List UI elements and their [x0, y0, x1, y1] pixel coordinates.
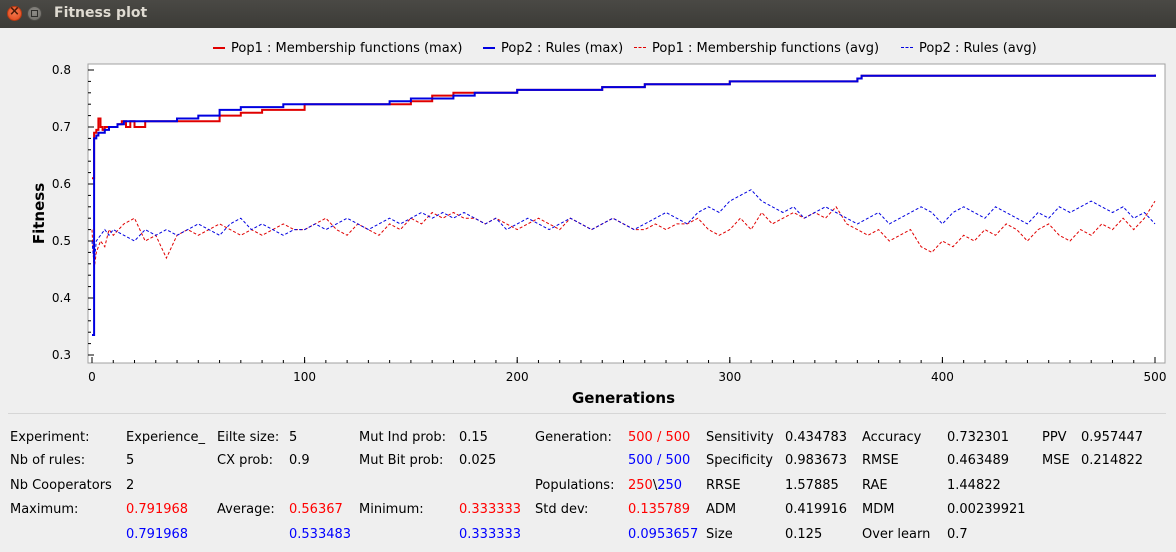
- mdm-label: MDM: [862, 502, 895, 517]
- legend-label-pop2-max: Pop2 : Rules (max): [501, 41, 624, 56]
- rae-label: RAE: [862, 478, 888, 493]
- close-window-button[interactable]: [7, 4, 22, 21]
- specificity-label: Specificity: [706, 453, 773, 468]
- legend-label-pop1-max: Pop1 : Membership functions (max): [231, 41, 463, 56]
- legend-item-pop2-avg: Pop2 : Rules (avg): [901, 41, 1037, 56]
- minimum-label: Minimum:: [359, 502, 424, 517]
- cx-prob-label: CX prob:: [217, 453, 274, 468]
- std-dev-pop2-value: 0.0953657: [628, 527, 699, 542]
- average-pop2-value: 0.533483: [289, 527, 352, 542]
- legend-item-pop1-max: Pop1 : Membership functions (max): [213, 41, 462, 56]
- legend-swatch-pop1-avg: [634, 47, 646, 48]
- plot-area: [87, 63, 1166, 364]
- maximize-window-button[interactable]: [27, 6, 42, 21]
- ppv-value: 0.957447: [1081, 430, 1144, 445]
- y-axis-label: Fitness: [30, 183, 48, 244]
- adm-value: 0.419916: [785, 502, 848, 517]
- maximum-pop2-value: 0.791968: [126, 527, 189, 542]
- nb-cooperators-label: Nb Cooperators: [10, 478, 112, 493]
- legend-label-pop2-avg: Pop2 : Rules (avg): [919, 41, 1037, 56]
- x-tick-label: 300: [718, 370, 741, 384]
- std-dev-label: Std dev:: [535, 502, 589, 517]
- mut-bit-prob-value: 0.025: [459, 453, 497, 468]
- y-tick-label: 0.4: [52, 291, 71, 305]
- legend-swatch-pop1-max: [213, 46, 225, 49]
- maximum-label: Maximum:: [10, 502, 79, 517]
- average-label: Average:: [217, 502, 275, 517]
- accuracy-value: 0.732301: [947, 430, 1010, 445]
- nb-cooperators-value: 2: [126, 478, 135, 493]
- specificity-value: 0.983673: [785, 453, 848, 468]
- sensitivity-label: Sensitivity: [706, 430, 774, 445]
- x-tick-label: 400: [931, 370, 954, 384]
- divider: [8, 413, 1166, 414]
- ppv-label: PPV: [1042, 430, 1067, 445]
- mut-bit-prob-label: Mut Bit prob:: [359, 453, 444, 468]
- elite-size-value: 5: [289, 430, 298, 445]
- mdm-value: 0.00239921: [947, 502, 1026, 517]
- adm-label: ADM: [706, 502, 737, 517]
- generation-pop2-value: 500 / 500: [628, 453, 691, 468]
- sensitivity-value: 0.434783: [785, 430, 848, 445]
- populations-label: Populations:: [535, 478, 615, 493]
- experiment-value: Experience_: [126, 430, 205, 445]
- populations-value: 250\250: [628, 478, 682, 493]
- generation-pop1-value: 500 / 500: [628, 430, 691, 445]
- series-line-1: [92, 74, 1156, 336]
- populations-separator: \: [652, 478, 658, 493]
- mut-ind-prob-label: Mut Ind prob:: [359, 430, 447, 445]
- y-tick-label: 0.5: [52, 234, 71, 248]
- legend-item-pop1-avg: Pop1 : Membership functions (avg): [634, 41, 879, 56]
- average-pop1-value: 0.56367: [289, 502, 343, 517]
- x-tick-label: 200: [506, 370, 529, 384]
- mse-value: 0.214822: [1081, 453, 1144, 468]
- series-line-3: [91, 189, 1156, 264]
- rmse-value: 0.463489: [947, 453, 1010, 468]
- minimum-pop1-value: 0.333333: [459, 502, 522, 517]
- elite-size-label: Eilte size:: [217, 430, 280, 445]
- y-tick-label: 0.6: [52, 177, 71, 191]
- y-tick-label: 0.3: [52, 348, 71, 362]
- legend-item-pop2-max: Pop2 : Rules (max): [483, 41, 623, 56]
- over-learn-value: 0.7: [947, 527, 968, 542]
- rrse-value: 1.57885: [785, 478, 839, 493]
- y-tick-label: 0.7: [52, 120, 71, 134]
- size-value: 0.125: [785, 527, 823, 542]
- minimum-pop2-value: 0.333333: [459, 527, 522, 542]
- over-learn-label: Over learn: [862, 527, 931, 542]
- legend-label-pop1-avg: Pop1 : Membership functions (avg): [652, 41, 880, 56]
- x-axis-label: Generations: [572, 389, 675, 407]
- size-label: Size: [706, 527, 733, 542]
- rae-value: 1.44822: [947, 478, 1001, 493]
- nb-rules-label: Nb of rules:: [10, 453, 86, 468]
- legend-swatch-pop2-max: [483, 46, 495, 49]
- window-title: Fitness plot: [54, 5, 148, 21]
- cx-prob-value: 0.9: [289, 453, 310, 468]
- mut-ind-prob-value: 0.15: [459, 430, 488, 445]
- rrse-label: RRSE: [706, 478, 741, 493]
- x-tick-label: 0: [88, 370, 96, 384]
- x-tick-label: 500: [1144, 370, 1167, 384]
- std-dev-pop1-value: 0.135789: [628, 502, 691, 517]
- legend-swatch-pop2-avg: [901, 47, 913, 48]
- mse-label: MSE: [1042, 453, 1070, 468]
- fitness-chart: 0 100 200 300 400 500 0.3 0.4 0.5 0.6 0.7 0.8 Genera…: [30, 63, 1167, 407]
- nb-rules-value: 5: [126, 453, 135, 468]
- generation-label: Generation:: [535, 430, 612, 445]
- rmse-label: RMSE: [862, 453, 899, 468]
- maximum-pop1-value: 0.791968: [126, 502, 189, 517]
- y-tick-label: 0.8: [52, 63, 71, 77]
- populations-pop2-value: 250: [657, 478, 683, 493]
- window-titlebar: Fitness plot: [0, 0, 1176, 28]
- accuracy-label: Accuracy: [862, 430, 922, 445]
- experiment-label: Experiment:: [10, 430, 90, 445]
- x-tick-label: 100: [293, 370, 316, 384]
- populations-pop1-value: 250: [628, 478, 653, 493]
